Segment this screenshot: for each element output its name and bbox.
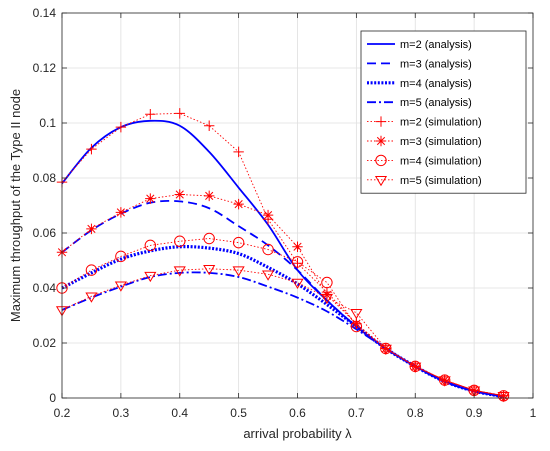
analysis-line xyxy=(61,271,504,398)
simulation-point xyxy=(350,308,363,320)
y-tick-label: 0.12 xyxy=(33,61,57,75)
x-tick-label: 1 xyxy=(530,406,537,420)
x-tick-label: 0.5 xyxy=(230,406,247,420)
legend-label: m=5 (simulation) xyxy=(400,175,482,187)
simulation-point xyxy=(85,292,98,303)
series-6 xyxy=(56,232,510,402)
legend-entry: m=4 (analysis) xyxy=(367,78,472,90)
x-tick-label: 0.7 xyxy=(348,406,365,420)
legend-entry: m=3 (analysis) xyxy=(367,58,472,70)
simulation-point xyxy=(174,108,185,119)
x-axis-label: arrival probability λ xyxy=(243,426,352,441)
y-tick-label: 0 xyxy=(49,391,56,405)
simulation-point xyxy=(203,232,215,245)
simulation-point xyxy=(351,318,362,329)
y-tick-label: 0.06 xyxy=(33,226,57,240)
simulation-point xyxy=(203,120,215,131)
simulation-point xyxy=(203,264,216,276)
x-tick-label: 0.2 xyxy=(54,406,71,420)
y-tick-label: 0.04 xyxy=(33,281,57,295)
simulation-point xyxy=(262,209,274,221)
legend-label: m=2 (simulation) xyxy=(400,117,482,129)
legend-label: m=5 (analysis) xyxy=(400,97,472,109)
simulation-point xyxy=(145,193,156,204)
plot-series xyxy=(55,108,510,403)
x-tick-label: 0.9 xyxy=(466,406,483,420)
y-tick-label: 0.02 xyxy=(33,336,57,350)
legend: m=2 (analysis) m=3 (analysis) m=4 (analysi… xyxy=(360,30,527,194)
simulation-point xyxy=(233,146,244,158)
simulation-point xyxy=(291,278,304,289)
legend-label: m=3 (simulation) xyxy=(400,136,482,148)
legend-marker xyxy=(375,116,387,127)
legend-label: m=2 (analysis) xyxy=(400,39,472,51)
simulation-point xyxy=(261,270,275,281)
legend-marker xyxy=(375,154,387,167)
simulation-point xyxy=(173,266,186,277)
x-tick-label: 0.4 xyxy=(171,406,188,420)
simulation-point xyxy=(203,190,215,202)
simulation-point xyxy=(320,293,334,305)
simulation-point xyxy=(144,239,157,252)
simulation-point xyxy=(115,207,127,218)
legend-box xyxy=(360,30,527,194)
legend-marker xyxy=(375,135,387,147)
legend-entry: m=4 (simulation) xyxy=(367,154,482,167)
simulation-point xyxy=(115,250,127,263)
simulation-point xyxy=(498,390,509,401)
simulation-point xyxy=(174,189,185,200)
simulation-point xyxy=(321,289,333,301)
series-7 xyxy=(55,264,510,403)
simulation-point xyxy=(350,320,363,333)
simulation-point xyxy=(233,198,244,210)
legend-entry: m=3 (simulation) xyxy=(367,135,482,148)
legend-label: m=3 (analysis) xyxy=(400,58,472,70)
simulation-point xyxy=(262,243,274,256)
simulation-point xyxy=(85,264,98,276)
x-tick-label: 0.8 xyxy=(407,406,424,420)
simulation-point xyxy=(174,235,186,247)
legend-entry: m=5 (simulation) xyxy=(367,175,482,187)
legend-entry: m=2 (analysis) xyxy=(367,39,472,51)
simulation-point xyxy=(115,121,127,133)
simulation-point xyxy=(86,223,97,235)
y-axis-label: Maximum throughput of the Type II node xyxy=(8,89,23,322)
simulation-point xyxy=(438,376,451,387)
legend-label: m=4 (analysis) xyxy=(400,78,472,90)
simulation-point xyxy=(497,392,510,403)
x-tick-label: 0.3 xyxy=(113,406,130,420)
y-tick-label: 0.14 xyxy=(33,6,57,20)
legend-marker xyxy=(374,176,388,187)
simulation-point xyxy=(86,143,97,155)
simulation-point xyxy=(409,362,422,373)
legend-entry: m=2 (simulation) xyxy=(367,116,482,129)
simulation-point xyxy=(291,256,304,268)
simulation-point xyxy=(232,266,245,277)
series-3 xyxy=(61,271,504,398)
simulation-point xyxy=(468,386,481,397)
axis-ticks: 0.2 0.3 0.4 0.5 0.6 0.7 0.8 0.9 1 0 0.02 0.04 0.06 0.… xyxy=(33,6,537,420)
simulation-point xyxy=(321,276,333,289)
simulation-point xyxy=(145,109,156,120)
simulation-line xyxy=(61,268,504,397)
y-tick-label: 0.1 xyxy=(39,116,56,130)
x-tick-label: 0.6 xyxy=(289,406,306,420)
simulation-point xyxy=(292,241,303,252)
simulation-point xyxy=(379,344,392,355)
simulation-point xyxy=(232,236,245,249)
legend-entry: m=5 (analysis) xyxy=(367,97,472,109)
simulation-point xyxy=(144,271,157,283)
y-tick-label: 0.08 xyxy=(33,171,57,185)
legend-label: m=4 (simulation) xyxy=(400,155,482,167)
simulation-point xyxy=(114,281,127,292)
